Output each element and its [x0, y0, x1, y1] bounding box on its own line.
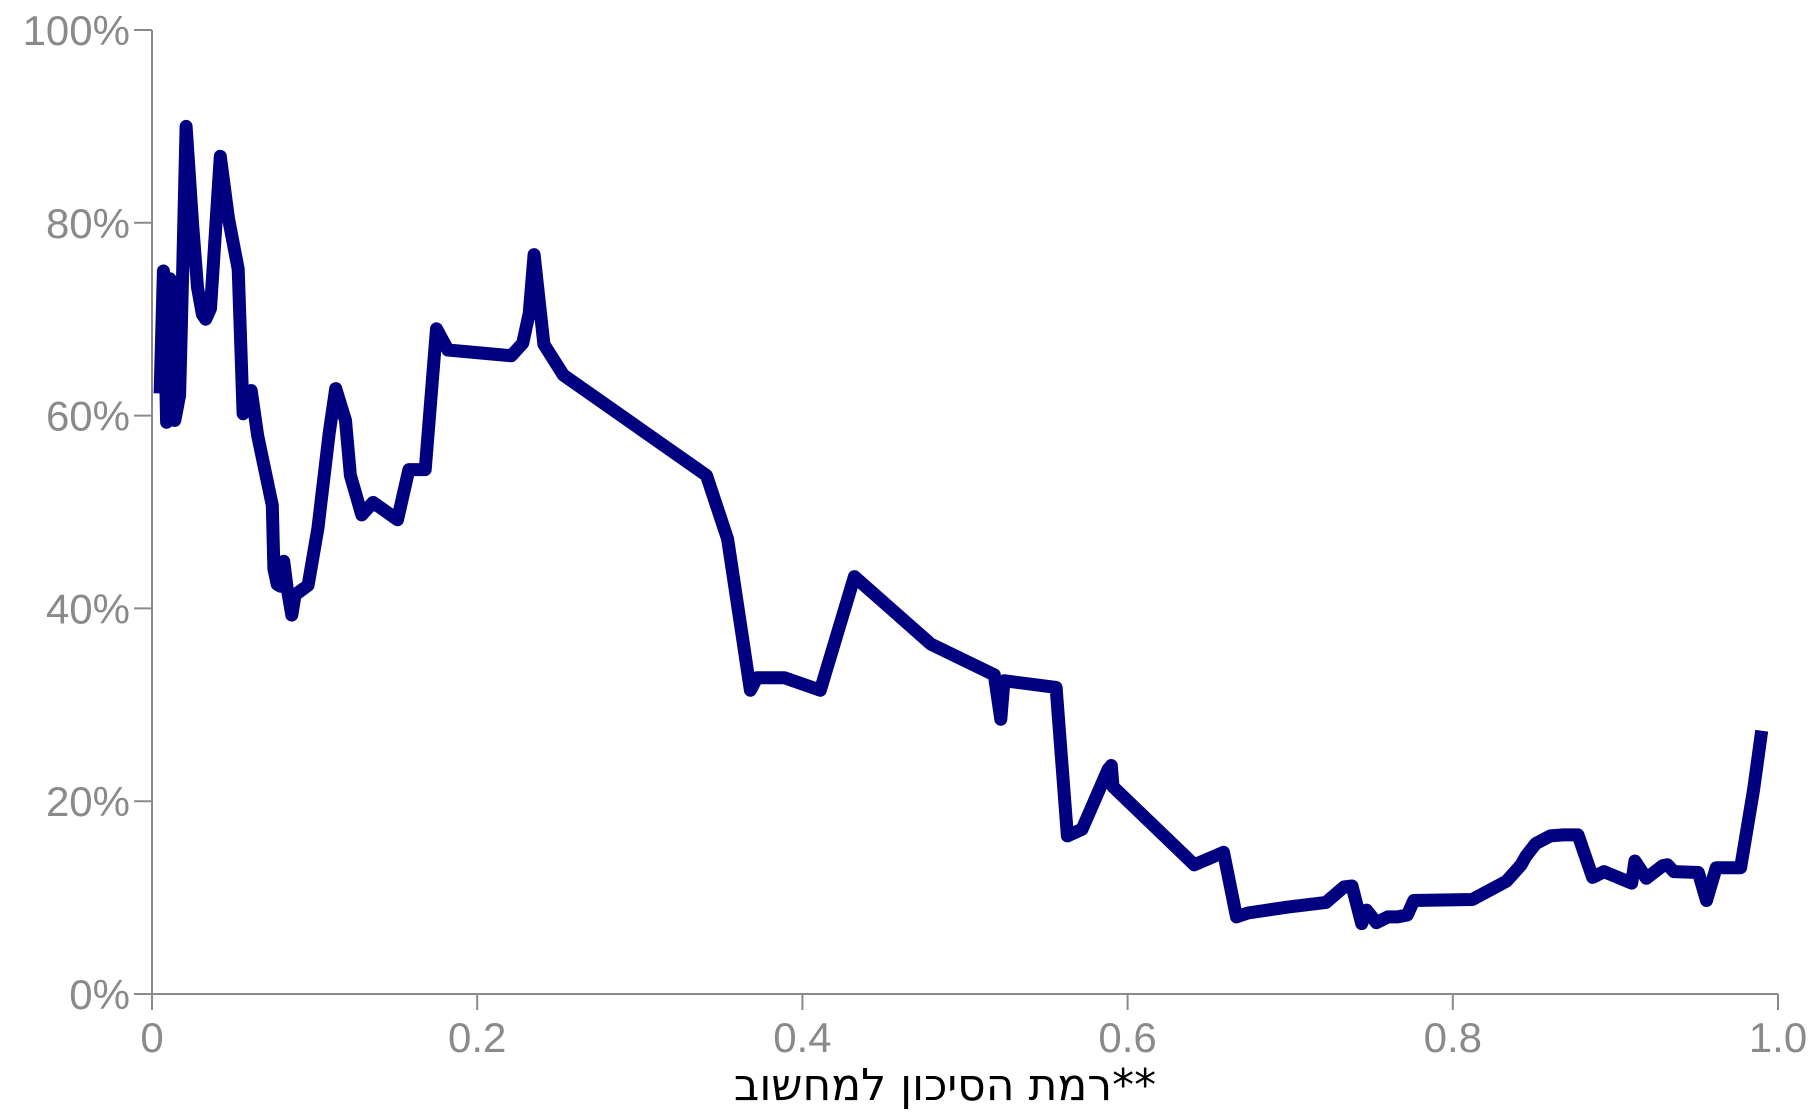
- series-line: [153, 119, 1769, 931]
- y-tick-label: 100%: [23, 7, 130, 54]
- x-tick-label: 0.2: [448, 1014, 506, 1061]
- x-tick-label: 0.8: [1424, 1014, 1482, 1061]
- series-group: [153, 119, 1769, 931]
- y-tick-label: 20%: [46, 778, 130, 825]
- x-tick-label: 0.4: [773, 1014, 831, 1061]
- x-tick-label: 0: [140, 1014, 163, 1061]
- y-tick-label: 60%: [46, 393, 130, 440]
- x-axis-ticks: 0 0.2 0.4 0.6 0.8 1.0: [140, 994, 1807, 1061]
- x-tick-label: 0.6: [1098, 1014, 1156, 1061]
- x-tick-label: 1.0: [1749, 1014, 1807, 1061]
- y-tick-label: 80%: [46, 200, 130, 247]
- y-tick-label: 40%: [46, 585, 130, 632]
- y-tick-label: 0%: [69, 971, 130, 1018]
- x-axis-title: רמת הסיכון למחשוב**: [734, 1060, 1156, 1111]
- y-axis-ticks: 0% 20% 40% 60% 80% 100%: [23, 7, 152, 1018]
